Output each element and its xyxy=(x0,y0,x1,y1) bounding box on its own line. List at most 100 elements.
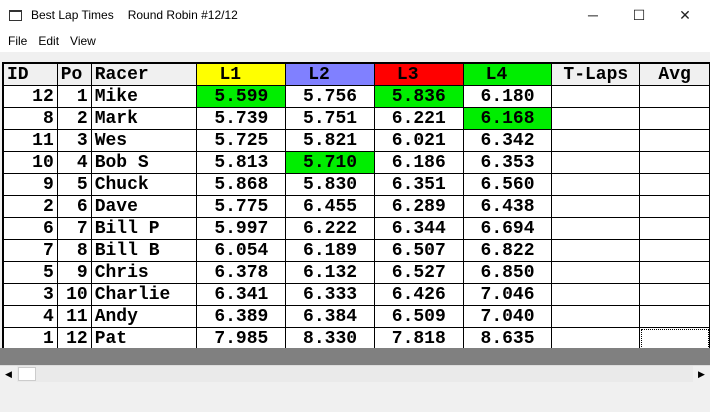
cell-lap-2[interactable]: 5.821 xyxy=(285,129,375,152)
cell-t-laps[interactable] xyxy=(551,239,641,262)
cell-lap-1[interactable]: 6.378 xyxy=(196,261,287,284)
table-row[interactable]: 10 4 Bob S 5.813 5.710 6.186 6.353 xyxy=(3,151,710,174)
cell-lap-2[interactable]: 5.710 xyxy=(285,151,375,174)
cell-avg[interactable] xyxy=(639,283,710,306)
cell-lap-3[interactable]: 6.186 xyxy=(373,151,464,174)
cell-lap-4[interactable]: 6.180 xyxy=(462,85,553,108)
cell-position[interactable]: 8 xyxy=(56,239,92,262)
cell-lap-1[interactable]: 6.389 xyxy=(196,305,287,328)
cell-lap-4[interactable]: 8.635 xyxy=(462,327,553,350)
cell-racer[interactable]: Chuck xyxy=(90,173,198,196)
menu-file[interactable]: File xyxy=(8,34,28,48)
table-row[interactable]: 8 2 Mark 5.739 5.751 6.221 6.168 xyxy=(3,107,710,130)
cell-t-laps[interactable] xyxy=(551,305,641,328)
cell-lap-2[interactable]: 5.756 xyxy=(285,85,375,108)
cell-lap-1[interactable]: 6.054 xyxy=(196,239,287,262)
cell-racer[interactable]: Dave xyxy=(90,195,198,218)
cell-id[interactable]: 10 xyxy=(3,151,58,174)
cell-racer[interactable]: Charlie xyxy=(90,283,198,306)
cell-id[interactable]: 9 xyxy=(3,173,58,196)
column-header-l4[interactable]: L4 xyxy=(462,63,553,86)
cell-position[interactable]: 12 xyxy=(56,327,92,350)
cell-lap-3[interactable]: 6.221 xyxy=(373,107,464,130)
cell-lap-2[interactable]: 6.384 xyxy=(285,305,375,328)
cell-id[interactable]: 1 xyxy=(3,327,58,350)
cell-lap-1[interactable]: 5.775 xyxy=(196,195,287,218)
cell-lap-1[interactable]: 5.813 xyxy=(196,151,287,174)
cell-position[interactable]: 11 xyxy=(56,305,92,328)
cell-lap-2[interactable]: 6.189 xyxy=(285,239,375,262)
cell-id[interactable]: 6 xyxy=(3,217,58,240)
cell-racer[interactable]: Bill P xyxy=(90,217,198,240)
table-row[interactable]: 11 3 Wes 5.725 5.821 6.021 6.342 xyxy=(3,129,710,152)
cell-lap-3[interactable]: 6.426 xyxy=(373,283,464,306)
horizontal-scrollbar[interactable]: ◀ ▶ xyxy=(0,365,710,382)
cell-lap-4[interactable]: 7.040 xyxy=(462,305,553,328)
cell-id[interactable]: 7 xyxy=(3,239,58,262)
cell-avg[interactable] xyxy=(639,327,710,350)
cell-lap-2[interactable]: 6.222 xyxy=(285,217,375,240)
cell-racer[interactable]: Andy xyxy=(90,305,198,328)
cell-lap-4[interactable]: 6.694 xyxy=(462,217,553,240)
cell-lap-3[interactable]: 6.351 xyxy=(373,173,464,196)
cell-lap-2[interactable]: 5.751 xyxy=(285,107,375,130)
cell-t-laps[interactable] xyxy=(551,195,641,218)
column-header-l1[interactable]: L1 xyxy=(196,63,287,86)
cell-position[interactable]: 5 xyxy=(56,173,92,196)
cell-id[interactable]: 2 xyxy=(3,195,58,218)
table-row[interactable]: 5 9 Chris 6.378 6.132 6.527 6.850 xyxy=(3,261,710,284)
column-header-l2[interactable]: L2 xyxy=(285,63,375,86)
cell-lap-4[interactable]: 6.822 xyxy=(462,239,553,262)
cell-avg[interactable] xyxy=(639,151,710,174)
cell-lap-1[interactable]: 5.599 xyxy=(196,85,287,108)
cell-avg[interactable] xyxy=(639,173,710,196)
cell-avg[interactable] xyxy=(639,261,710,284)
cell-avg[interactable] xyxy=(639,129,710,152)
cell-lap-4[interactable]: 7.046 xyxy=(462,283,553,306)
cell-id[interactable]: 4 xyxy=(3,305,58,328)
cell-lap-3[interactable]: 5.836 xyxy=(373,85,464,108)
cell-position[interactable]: 4 xyxy=(56,151,92,174)
cell-lap-1[interactable]: 5.868 xyxy=(196,173,287,196)
cell-lap-2[interactable]: 6.333 xyxy=(285,283,375,306)
table-row[interactable]: 6 7 Bill P 5.997 6.222 6.344 6.694 xyxy=(3,217,710,240)
minimize-button[interactable]: ─ xyxy=(588,7,598,23)
cell-t-laps[interactable] xyxy=(551,283,641,306)
cell-racer[interactable]: Wes xyxy=(90,129,198,152)
cell-avg[interactable] xyxy=(639,217,710,240)
column-header-po[interactable]: Po xyxy=(56,63,92,86)
cell-t-laps[interactable] xyxy=(551,107,641,130)
column-header-t-laps[interactable]: T-Laps xyxy=(551,63,641,86)
menu-view[interactable]: View xyxy=(70,34,96,48)
cell-position[interactable]: 1 xyxy=(56,85,92,108)
cell-lap-3[interactable]: 6.289 xyxy=(373,195,464,218)
scroll-right-icon[interactable]: ▶ xyxy=(693,366,710,382)
cell-lap-3[interactable]: 6.507 xyxy=(373,239,464,262)
cell-lap-2[interactable]: 8.330 xyxy=(285,327,375,350)
cell-position[interactable]: 2 xyxy=(56,107,92,130)
table-row[interactable]: 7 8 Bill B 6.054 6.189 6.507 6.822 xyxy=(3,239,710,262)
cell-t-laps[interactable] xyxy=(551,327,641,350)
table-row[interactable]: 3 10 Charlie 6.341 6.333 6.426 7.046 xyxy=(3,283,710,306)
table-row[interactable]: 12 1 Mike 5.599 5.756 5.836 6.180 xyxy=(3,85,710,108)
cell-lap-1[interactable]: 7.985 xyxy=(196,327,287,350)
table-row[interactable]: 1 12 Pat 7.985 8.330 7.818 8.635 xyxy=(3,327,710,350)
cell-lap-4[interactable]: 6.560 xyxy=(462,173,553,196)
cell-lap-1[interactable]: 5.739 xyxy=(196,107,287,130)
cell-lap-1[interactable]: 6.341 xyxy=(196,283,287,306)
cell-id[interactable]: 12 xyxy=(3,85,58,108)
cell-lap-4[interactable]: 6.850 xyxy=(462,261,553,284)
cell-id[interactable]: 5 xyxy=(3,261,58,284)
column-header-racer[interactable]: Racer xyxy=(90,63,198,86)
cell-lap-3[interactable]: 6.021 xyxy=(373,129,464,152)
column-header-l3[interactable]: L3 xyxy=(373,63,464,86)
table-row[interactable]: 2 6 Dave 5.775 6.455 6.289 6.438 xyxy=(3,195,710,218)
cell-racer[interactable]: Pat xyxy=(90,327,198,350)
cell-racer[interactable]: Mike xyxy=(90,85,198,108)
maximize-button[interactable]: ☐ xyxy=(632,6,646,23)
cell-t-laps[interactable] xyxy=(551,173,641,196)
cell-lap-3[interactable]: 6.344 xyxy=(373,217,464,240)
cell-lap-4[interactable]: 6.353 xyxy=(462,151,553,174)
close-button[interactable]: ✕ xyxy=(679,6,691,23)
column-header-avg[interactable]: Avg xyxy=(639,63,710,86)
